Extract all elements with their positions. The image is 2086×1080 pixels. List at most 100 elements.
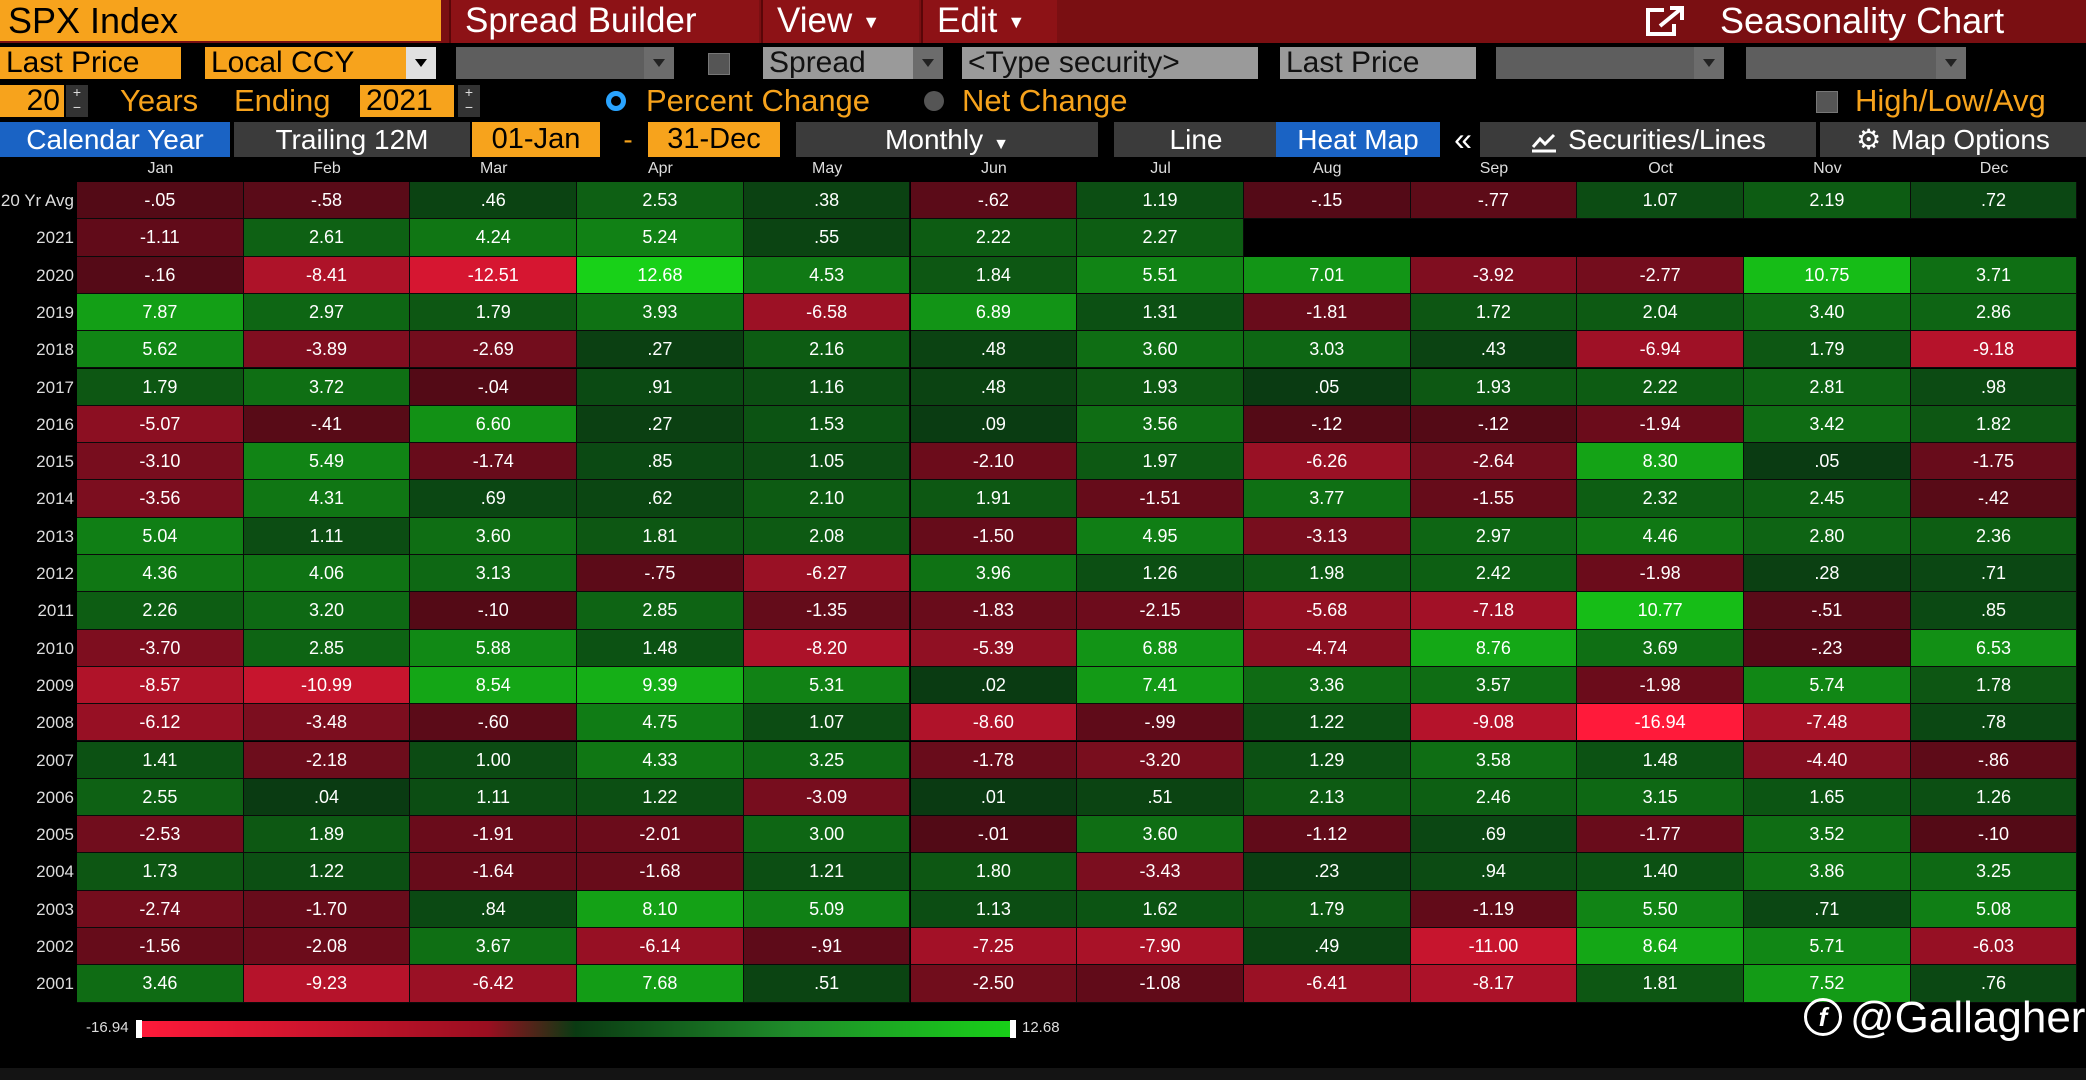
heat-map-cell[interactable]: -8.17 <box>1410 965 1578 1003</box>
blank-select-1[interactable] <box>456 47 644 79</box>
heat-map-cell[interactable]: 2.46 <box>1410 778 1578 817</box>
heat-map-cell[interactable] <box>1410 219 1578 257</box>
heat-map-cell[interactable]: 1.80 <box>910 853 1078 891</box>
heat-map-cell[interactable]: 5.24 <box>577 219 744 257</box>
heat-map-cell[interactable]: 2.13 <box>1243 778 1411 817</box>
heat-map-cell[interactable]: 2.85 <box>577 592 744 630</box>
heat-map-cell[interactable]: 1.89 <box>243 816 411 854</box>
heat-map-cell[interactable]: -1.55 <box>1410 480 1578 518</box>
heat-map-cell[interactable]: 4.06 <box>243 555 411 593</box>
heat-map-cell[interactable]: 5.74 <box>1744 666 1911 705</box>
heat-map-cell[interactable]: -.10 <box>410 592 578 630</box>
heat-map-cell[interactable]: .76 <box>1910 965 2078 1003</box>
heat-map-cell[interactable]: 3.00 <box>743 816 911 854</box>
heat-map-cell[interactable]: 2.22 <box>1577 368 1744 406</box>
heat-map-cell[interactable]: 1.21 <box>743 853 911 891</box>
periodicity-select[interactable]: Monthly ▼ <box>796 122 1098 157</box>
heat-map-cell[interactable]: 3.13 <box>410 555 578 593</box>
heat-map-cell[interactable]: 7.68 <box>577 965 744 1003</box>
heat-map-cell[interactable]: .28 <box>1744 555 1911 593</box>
heat-map-cell[interactable]: -7.18 <box>1410 592 1578 630</box>
heat-map-cell[interactable]: -2.08 <box>243 928 411 966</box>
heat-map-cell[interactable]: 1.62 <box>1077 890 1244 928</box>
heat-map-cell[interactable]: -1.94 <box>1577 405 1744 444</box>
heat-map-cell[interactable]: -9.08 <box>1410 704 1578 742</box>
heat-map-cell[interactable]: .72 <box>1910 182 2078 220</box>
heat-map-cell[interactable]: -10.99 <box>243 666 411 705</box>
blank-select-3-dropdown-icon[interactable] <box>1936 47 1966 79</box>
heat-map-cell[interactable]: -6.42 <box>410 965 578 1003</box>
heat-map-cell[interactable]: -2.64 <box>1410 443 1578 481</box>
heat-map-cell[interactable]: 2.45 <box>1744 480 1911 518</box>
heat-map-cell[interactable]: -2.01 <box>577 816 744 854</box>
tab-trailing-12m[interactable]: Trailing 12M <box>234 122 470 157</box>
heat-map-cell[interactable]: 3.72 <box>243 368 411 406</box>
heat-map-cell[interactable]: -2.74 <box>77 890 244 928</box>
heat-map-cell[interactable]: -.12 <box>1410 405 1578 444</box>
heat-map-cell[interactable]: 1.91 <box>910 480 1078 518</box>
heat-map-cell[interactable]: -16.94 <box>1577 704 1744 742</box>
heat-map-cell[interactable]: -7.25 <box>910 928 1078 966</box>
heat-map-cell[interactable]: 10.77 <box>1577 592 1744 630</box>
heat-map-cell[interactable]: .05 <box>1744 443 1911 481</box>
heat-map-cell[interactable]: -1.35 <box>743 592 911 630</box>
heat-map-cell[interactable]: 8.64 <box>1577 928 1744 966</box>
heat-map-cell[interactable] <box>1243 219 1411 257</box>
heat-map-cell[interactable]: .05 <box>1243 368 1411 406</box>
heat-map-cell[interactable]: 3.69 <box>1577 629 1744 667</box>
heat-map-cell[interactable]: 1.19 <box>1077 182 1244 220</box>
heat-map-cell[interactable]: -3.48 <box>243 704 411 742</box>
heat-map-cell[interactable]: -1.11 <box>77 219 244 257</box>
heat-map-cell[interactable]: 7.41 <box>1077 666 1244 705</box>
heat-map-cell[interactable]: 1.79 <box>77 368 244 406</box>
heat-map-cell[interactable]: 3.36 <box>1243 666 1411 705</box>
heat-map-cell[interactable]: 2.81 <box>1744 368 1911 406</box>
heat-map-cell[interactable]: 1.22 <box>577 778 744 817</box>
heat-map-cell[interactable]: -3.10 <box>77 443 244 481</box>
heat-map-cell[interactable]: 2.10 <box>743 480 911 518</box>
heat-map-cell[interactable]: -.77 <box>1410 182 1578 220</box>
heat-map-cell[interactable]: -6.12 <box>77 704 244 742</box>
blank-select-2-dropdown-icon[interactable] <box>1694 47 1724 79</box>
heat-map-cell[interactable]: -6.14 <box>577 928 744 966</box>
heat-map-cell[interactable]: 5.09 <box>743 890 911 928</box>
heat-map-cell[interactable]: 2.55 <box>77 778 244 817</box>
heat-map-cell[interactable]: -1.98 <box>1577 555 1744 593</box>
heat-map-cell[interactable]: .48 <box>910 368 1078 406</box>
popout-icon[interactable] <box>1644 4 1688 38</box>
heat-map-cell[interactable]: 2.61 <box>243 219 411 257</box>
map-options-button[interactable]: ⚙ Map Options <box>1820 122 2086 157</box>
heat-map-cell[interactable]: 1.07 <box>743 704 911 742</box>
heat-map-cell[interactable]: 3.60 <box>410 517 578 555</box>
heat-map-cell[interactable]: .51 <box>1077 778 1244 817</box>
heat-map-cell[interactable]: 1.00 <box>410 741 578 779</box>
heat-map-cell[interactable]: -1.98 <box>1577 666 1744 705</box>
heat-map-cell[interactable]: .51 <box>743 965 911 1003</box>
heat-map-cell[interactable]: 2.27 <box>1077 219 1244 257</box>
heat-map-cell[interactable]: .78 <box>1910 704 2078 742</box>
ticker-field[interactable]: SPX Index <box>0 0 441 41</box>
heat-map-cell[interactable]: -1.77 <box>1577 816 1744 854</box>
heat-map-cell[interactable]: -3.70 <box>77 629 244 667</box>
heat-map-cell[interactable]: -1.75 <box>1910 443 2078 481</box>
tab-calendar-year[interactable]: Calendar Year <box>0 122 230 157</box>
heat-map-cell[interactable]: 4.95 <box>1077 517 1244 555</box>
high-low-avg-checkbox[interactable] <box>1816 91 1838 113</box>
heat-map-cell[interactable]: 4.24 <box>410 219 578 257</box>
spread-dropdown-icon[interactable] <box>913 47 943 79</box>
end-year-stepper[interactable]: + − <box>458 85 480 117</box>
heat-map-cell[interactable]: .71 <box>1744 890 1911 928</box>
heat-map-cell[interactable]: .84 <box>410 890 578 928</box>
blank-select-2[interactable] <box>1496 47 1694 79</box>
heat-map-cell[interactable]: -3.13 <box>1243 517 1411 555</box>
heat-map-cell[interactable]: -5.07 <box>77 405 244 444</box>
heat-map-cell[interactable]: .27 <box>577 331 744 369</box>
heat-map-cell[interactable]: 5.88 <box>410 629 578 667</box>
heat-map-cell[interactable]: 6.60 <box>410 405 578 444</box>
heat-map-cell[interactable]: 1.81 <box>1577 965 1744 1003</box>
heat-map-cell[interactable]: 7.87 <box>77 293 244 332</box>
heat-map-cell[interactable]: 6.53 <box>1910 629 2078 667</box>
heat-map-cell[interactable]: -2.10 <box>910 443 1078 481</box>
heat-map-cell[interactable]: 1.22 <box>243 853 411 891</box>
heat-map-cell[interactable]: -.15 <box>1243 182 1411 220</box>
